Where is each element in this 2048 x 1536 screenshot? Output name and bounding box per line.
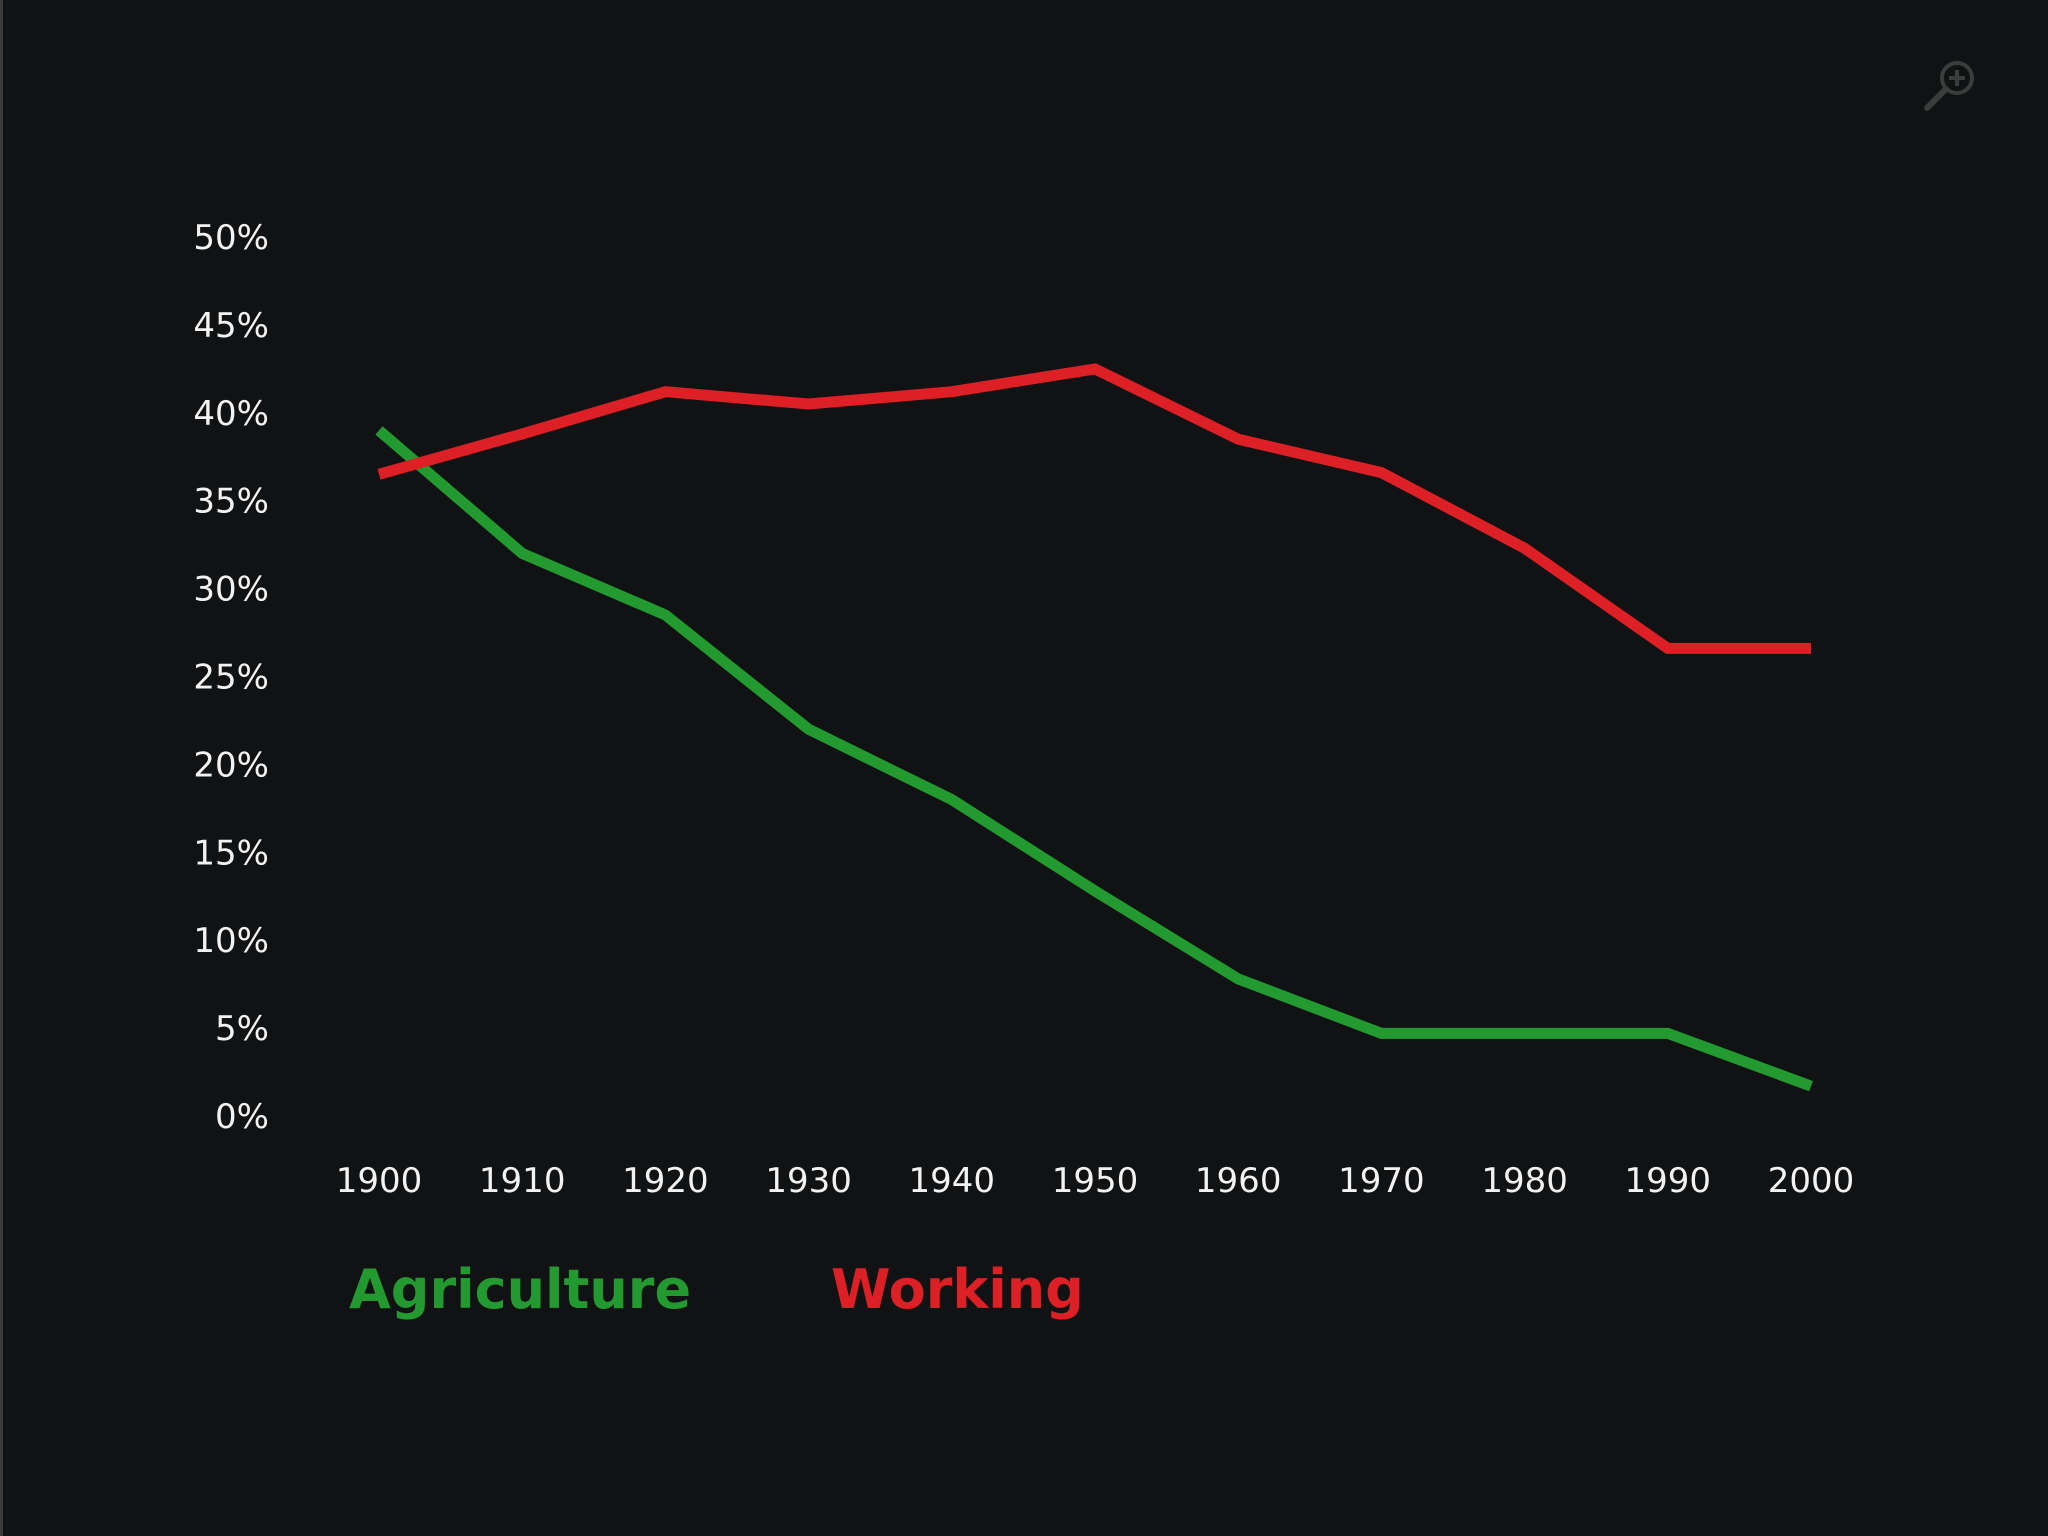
y-axis: 0% 5% 10% 15% 20% 25% 30% 35% 40% 45% 50% bbox=[193, 218, 269, 1137]
data-point bbox=[1667, 1032, 1669, 1034]
y-tick-label: 15% bbox=[193, 833, 269, 873]
y-tick-label: 45% bbox=[193, 306, 269, 346]
series-line-agriculture bbox=[375, 426, 1813, 1092]
y-tick-label: 10% bbox=[193, 921, 269, 961]
y-tick-label: 35% bbox=[193, 482, 269, 522]
data-point bbox=[378, 429, 380, 431]
data-point bbox=[1094, 368, 1096, 370]
y-tick-label: 5% bbox=[215, 1009, 269, 1049]
x-axis: 1900 1910 1920 1930 1940 1950 1960 1970 1980 1990… bbox=[336, 1161, 1855, 1201]
data-point bbox=[808, 403, 810, 405]
zoom-in-icon[interactable] bbox=[1921, 56, 1981, 116]
data-point bbox=[1237, 978, 1239, 980]
data-point bbox=[664, 391, 666, 393]
y-tick-label: 0% bbox=[215, 1097, 269, 1137]
data-point bbox=[378, 473, 380, 475]
x-tick-label: 1920 bbox=[622, 1161, 709, 1201]
data-point bbox=[521, 552, 523, 554]
data-point bbox=[951, 799, 953, 801]
series-line-working bbox=[377, 363, 1811, 654]
y-tick-label: 25% bbox=[193, 658, 269, 698]
x-tick-label: 2000 bbox=[1768, 1161, 1855, 1201]
data-point bbox=[664, 614, 666, 616]
data-point bbox=[1667, 647, 1669, 649]
x-tick-label: 1910 bbox=[479, 1161, 566, 1201]
legend-item-working: Working bbox=[831, 1258, 1084, 1321]
data-point bbox=[1094, 890, 1096, 892]
x-tick-label: 1940 bbox=[909, 1161, 996, 1201]
x-tick-label: 1970 bbox=[1338, 1161, 1425, 1201]
data-point bbox=[1380, 472, 1382, 474]
data-point bbox=[951, 391, 953, 393]
data-point bbox=[1810, 647, 1812, 649]
y-tick-label: 20% bbox=[193, 745, 269, 785]
x-tick-label: 1950 bbox=[1052, 1161, 1139, 1201]
x-tick-label: 1930 bbox=[765, 1161, 852, 1201]
legend-item-agriculture: Agriculture bbox=[349, 1258, 691, 1321]
y-tick-label: 50% bbox=[193, 218, 269, 258]
series-agriculture bbox=[375, 426, 1813, 1092]
x-tick-label: 1990 bbox=[1625, 1161, 1712, 1201]
data-point bbox=[808, 728, 810, 730]
x-tick-label: 1960 bbox=[1195, 1161, 1282, 1201]
x-tick-label: 1980 bbox=[1481, 1161, 1568, 1201]
data-point bbox=[1524, 1032, 1526, 1034]
data-point bbox=[1380, 1032, 1382, 1034]
y-tick-label: 30% bbox=[193, 570, 269, 610]
data-point bbox=[521, 433, 523, 435]
line-chart: 0% 5% 10% 15% 20% 25% 30% 35% 40% 45% 50% 1900 1910… bbox=[193, 218, 1855, 1321]
series-layer bbox=[375, 363, 1813, 1092]
data-point bbox=[1524, 547, 1526, 549]
legend: Agriculture Working bbox=[349, 1258, 1084, 1321]
data-point bbox=[1810, 1085, 1812, 1087]
data-point bbox=[1237, 438, 1239, 440]
x-tick-label: 1900 bbox=[336, 1161, 423, 1201]
y-tick-label: 40% bbox=[193, 394, 269, 434]
series-working bbox=[377, 363, 1812, 654]
